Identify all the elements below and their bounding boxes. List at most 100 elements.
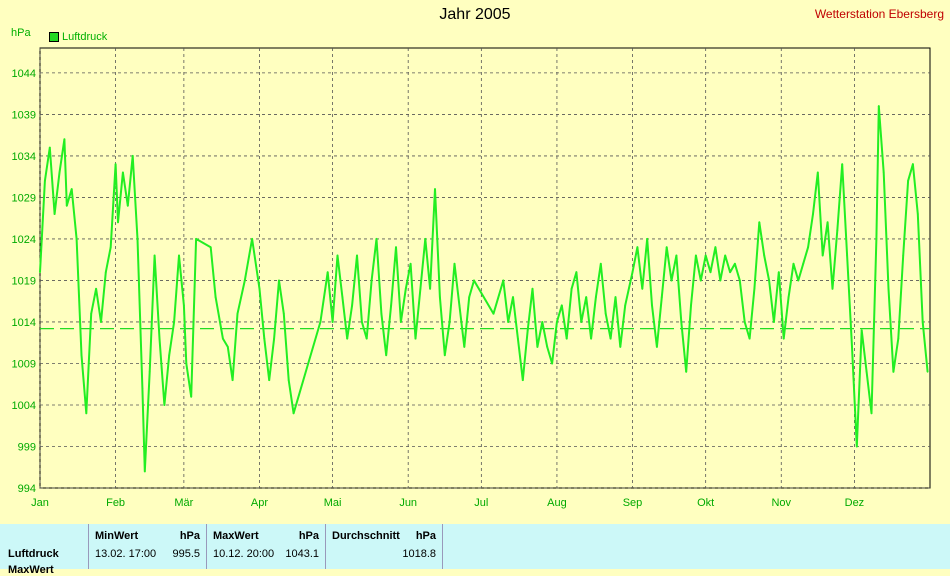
data-point [263,337,266,340]
data-point [631,271,634,274]
data-point [816,171,819,174]
data-point [660,296,663,298]
data-point [651,304,653,307]
data-point [222,337,224,340]
x-tick-label: Dez [845,497,865,509]
data-point [380,312,383,315]
data-point [709,271,712,274]
grid [39,48,930,489]
data-point [287,379,290,381]
data-point [346,337,349,340]
data-point [468,296,471,298]
data-point [65,204,68,207]
min-time: 13.02. 17:00 [95,548,157,560]
x-tick-label: Okt [697,497,714,509]
legend: Luftdruck [49,31,107,43]
data-point [560,304,563,307]
data-point [699,279,702,282]
series-group [39,105,929,473]
avg-unit: hPa [415,530,436,542]
min-value: 995.5 [172,548,200,560]
stats-max-column: MaxWert hPa 10.12. 20:00 1043.1 [206,524,325,569]
data-point [158,337,161,340]
data-point [168,354,171,357]
y-tick-label: 1009 [12,358,36,370]
data-point [882,171,885,174]
data-point [826,221,829,224]
avg-header: Durchschnitt [332,530,400,542]
data-point [361,321,363,323]
data-point [546,346,549,348]
data-point [163,404,166,406]
data-point [114,163,117,166]
data-point [109,246,112,249]
data-point [907,179,909,182]
data-point [777,271,780,274]
data-point [614,296,617,298]
data-point [104,271,107,274]
max-header: MaxWert [213,530,259,542]
data-point [53,213,56,215]
data-point [185,362,188,365]
data-point [126,204,129,207]
data-point [738,279,741,282]
stats-row-label: Luftdruck [8,548,59,560]
data-point [565,337,568,340]
data-point [95,287,97,290]
data-point [841,163,844,166]
data-point [85,412,88,415]
data-point [855,445,858,448]
stats-avg-column: Durchschnitt hPa 1018.8 [325,524,443,569]
data-point [58,171,61,174]
x-tick-label: Feb [106,497,125,509]
data-point [719,279,722,282]
data-point [531,287,534,290]
data-point [507,321,510,323]
data-point [887,287,890,290]
data-point [419,287,422,290]
x-tick-label: Mai [324,497,342,509]
y-tick-label: 999 [18,441,36,453]
data-point [400,321,402,323]
data-point [178,254,180,257]
y-tick-label: 1014 [12,317,36,329]
data-point [326,271,329,274]
data-point [604,312,607,315]
y-tick-label: 1029 [12,192,36,204]
data-point [356,254,358,257]
data-point [439,296,441,298]
data-point [80,354,83,357]
data-point [214,296,217,298]
y-tick-label: 1034 [12,151,36,163]
data-point [656,346,658,348]
data-point [585,296,588,298]
data-point [641,287,644,290]
data-point [492,312,495,315]
data-point [724,254,727,257]
data-point [190,395,193,398]
data-point [336,254,339,257]
data-point [351,304,353,307]
data-point [251,238,254,240]
data-point [282,312,285,315]
data-point [458,304,461,307]
data-point [831,287,834,290]
data-point [665,246,668,249]
plot-area [39,47,931,489]
data-point [753,287,756,290]
data-point [926,370,929,373]
data-point [319,321,322,323]
data-point [851,346,853,348]
data-point [370,279,373,282]
data-point [636,246,639,249]
legend-swatch [49,32,59,42]
data-point [463,346,466,348]
data-point [748,337,751,340]
y-tick-label: 1044 [12,68,36,80]
data-point [385,354,388,357]
pressure-chart: 994 999 1004 1009 1014 1019 1024 1029 1034 1039 10… [12,47,931,509]
data-point [821,254,824,257]
data-point [90,312,93,315]
data-point [117,221,119,224]
data-point [209,246,212,249]
